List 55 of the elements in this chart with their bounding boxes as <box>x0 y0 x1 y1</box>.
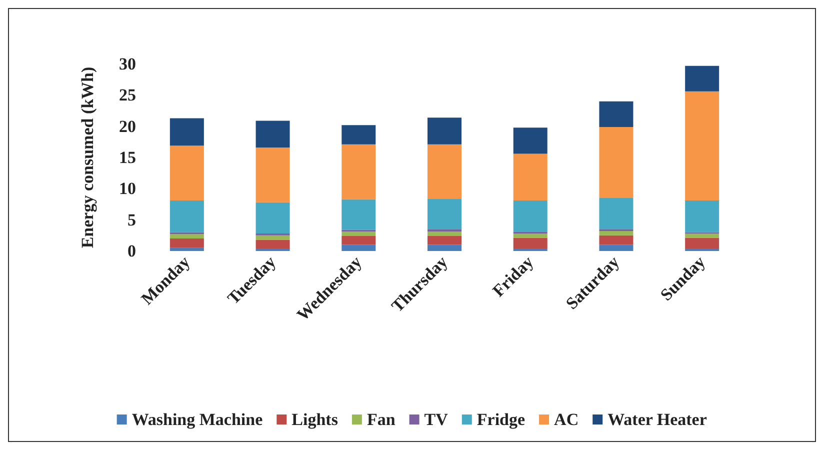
bar <box>256 202 290 234</box>
bar <box>513 238 548 249</box>
bar <box>428 236 462 245</box>
y-axis-title: Energy consumed (kWh) <box>78 66 97 248</box>
bar <box>170 200 204 232</box>
y-tick-label: 5 <box>128 210 136 230</box>
bar <box>513 154 548 201</box>
bar <box>599 244 634 251</box>
bar <box>428 244 462 251</box>
bar <box>428 229 462 232</box>
bar <box>685 234 720 238</box>
bar <box>342 144 376 200</box>
bar <box>513 200 548 232</box>
bar <box>342 244 376 251</box>
bar <box>256 240 290 249</box>
legend-label: Water Heater <box>608 410 708 429</box>
bar <box>599 198 634 230</box>
y-tick-label: 20 <box>119 116 136 136</box>
bar <box>170 238 204 248</box>
bar <box>342 199 376 230</box>
bar <box>685 66 720 92</box>
bar <box>599 126 634 198</box>
y-tick-label: 15 <box>119 148 136 167</box>
bar <box>428 144 462 199</box>
bar <box>685 91 720 201</box>
bar <box>342 236 376 245</box>
bar <box>599 101 634 127</box>
bar <box>428 232 462 236</box>
bar <box>685 200 720 232</box>
bar <box>428 198 462 230</box>
bar <box>256 235 290 240</box>
legend-label: Lights <box>292 410 338 429</box>
bar <box>256 120 290 148</box>
bar <box>428 118 462 144</box>
legend-label: AC <box>554 410 579 429</box>
bar <box>342 232 376 236</box>
legend-label: TV <box>424 410 449 429</box>
bar <box>599 231 634 236</box>
legend-label: Fridge <box>476 410 526 429</box>
bar <box>170 118 204 146</box>
bar <box>170 234 204 239</box>
bar <box>256 148 290 202</box>
legend-label: Fan <box>366 410 396 429</box>
bar <box>513 128 548 154</box>
bar <box>170 146 204 201</box>
bar <box>170 248 204 251</box>
bar <box>685 238 720 249</box>
y-tick-label: 10 <box>119 179 136 198</box>
bar <box>513 234 548 238</box>
legend-label: Washing Machine <box>132 410 264 429</box>
y-tick-label: 30 <box>119 54 136 74</box>
bar <box>342 125 376 144</box>
y-tick-label: 0 <box>128 242 136 260</box>
y-tick-label: 25 <box>119 86 136 105</box>
bar <box>599 235 634 245</box>
